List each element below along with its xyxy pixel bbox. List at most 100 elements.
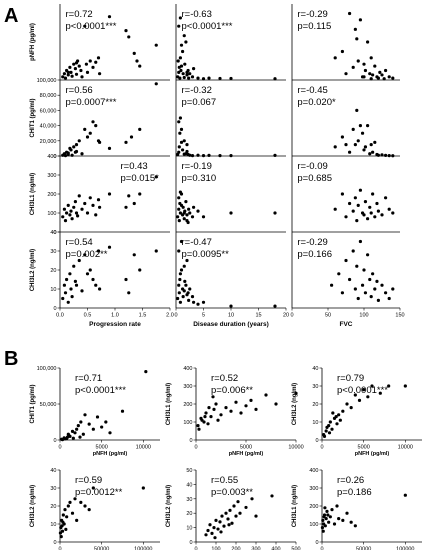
data-point <box>178 76 182 80</box>
y-tick-label: 0 <box>189 540 192 546</box>
correlation-p-label: p=0.020* <box>297 97 336 108</box>
data-point <box>74 283 79 287</box>
y-tick-label: 30 <box>186 497 192 503</box>
data-point <box>179 140 184 144</box>
data-point <box>129 135 134 139</box>
y-tick-label: 200 <box>183 402 192 408</box>
data-point <box>273 77 277 81</box>
data-point <box>188 153 192 157</box>
data-point <box>369 56 373 60</box>
data-point <box>330 283 334 287</box>
correlation-p-label: p=0.015* <box>121 173 160 184</box>
data-point <box>65 211 69 215</box>
data-point <box>326 513 330 517</box>
data-point <box>179 203 184 207</box>
data-point <box>234 400 238 404</box>
panel-label-b: B <box>4 348 18 370</box>
data-point <box>87 422 91 426</box>
data-point <box>229 304 233 308</box>
x-tick-label: 50 <box>325 313 331 319</box>
data-point <box>351 65 355 69</box>
correlation-p-label: p<0.0001*** <box>182 21 233 32</box>
data-point <box>358 124 362 128</box>
data-point <box>83 127 87 131</box>
data-point <box>391 154 395 158</box>
data-point <box>77 64 81 68</box>
data-point <box>210 531 214 535</box>
data-point <box>371 150 375 154</box>
data-point <box>61 75 65 79</box>
data-point <box>333 207 337 211</box>
data-point <box>376 76 380 80</box>
data-point <box>132 253 136 257</box>
y-tick-label: 10 <box>312 420 318 426</box>
data-point <box>249 398 253 402</box>
data-point <box>80 152 84 156</box>
data-point <box>72 205 76 209</box>
y-tick-label: 40,000 <box>40 124 57 130</box>
data-point <box>183 62 187 66</box>
data-point <box>72 62 76 66</box>
data-point <box>59 535 63 539</box>
data-point <box>177 150 181 154</box>
data-point <box>68 65 72 69</box>
x-tick-label: 1.5 <box>139 313 147 319</box>
data-point <box>373 287 377 291</box>
data-point <box>373 64 377 68</box>
data-point <box>353 287 357 291</box>
data-point <box>356 296 360 301</box>
y-tick-label: 40 <box>186 482 192 488</box>
data-point <box>201 300 206 304</box>
data-point <box>75 427 79 431</box>
data-point <box>182 217 186 221</box>
data-point <box>88 131 92 135</box>
data-point <box>353 143 357 147</box>
data-point <box>358 188 362 192</box>
y-tick-label: 20 <box>186 511 192 517</box>
correlation-r-label: r=0.59 <box>75 475 102 486</box>
y-axis-label: CHI3L1 (ng/ml) <box>292 485 298 527</box>
data-point <box>349 406 353 410</box>
data-point <box>76 214 80 218</box>
data-point <box>219 530 223 534</box>
data-point <box>209 415 213 419</box>
data-point <box>179 43 184 47</box>
data-point <box>214 402 218 406</box>
data-point <box>214 518 218 523</box>
data-point <box>196 76 200 80</box>
correlation-r-label: r=0.79 <box>337 373 364 384</box>
data-point <box>60 524 64 528</box>
data-point <box>63 508 67 512</box>
scatter-plot-11: 0 5 10 15 20 r=-0.47p=0.0095** Disease duratio… <box>174 232 289 328</box>
data-point <box>178 116 182 120</box>
x-tick-label: 50000 <box>94 547 109 550</box>
data-point <box>376 153 380 157</box>
data-point <box>373 140 377 144</box>
data-point <box>378 391 382 395</box>
y-tick-label: 20 <box>312 402 318 408</box>
data-point <box>384 68 388 73</box>
data-point <box>83 24 87 28</box>
data-point <box>207 406 211 410</box>
data-point <box>138 268 142 272</box>
data-point <box>64 527 68 532</box>
data-point <box>74 72 79 76</box>
data-point <box>348 277 352 282</box>
data-point <box>107 245 112 249</box>
x-tick-label: 5000 <box>240 445 252 451</box>
x-tick-label: 5000 <box>358 445 370 451</box>
data-point <box>322 515 326 519</box>
data-point <box>201 215 206 219</box>
data-point <box>68 272 72 276</box>
data-point <box>220 514 224 518</box>
data-point <box>66 73 70 77</box>
data-point <box>192 205 196 209</box>
data-point <box>185 219 189 223</box>
scatter-plots: r=0.72p<0.0001***pNFH (pg/ml)r=-0.63p<0.… <box>30 4 422 550</box>
data-point <box>382 77 386 81</box>
scatter-plot-14: 0 100 200 300 400 0 5000 10000 r=0.52p=0.006** CH… <box>166 366 304 457</box>
scatter-plot-10: 0 10 20 30 40 0.0 0.5 1.0 1.5 2.0 r=0.54p=0.002** C… <box>30 230 174 328</box>
data-point <box>182 211 186 215</box>
data-point <box>177 219 181 223</box>
y-tick-label: 0 <box>53 540 56 546</box>
